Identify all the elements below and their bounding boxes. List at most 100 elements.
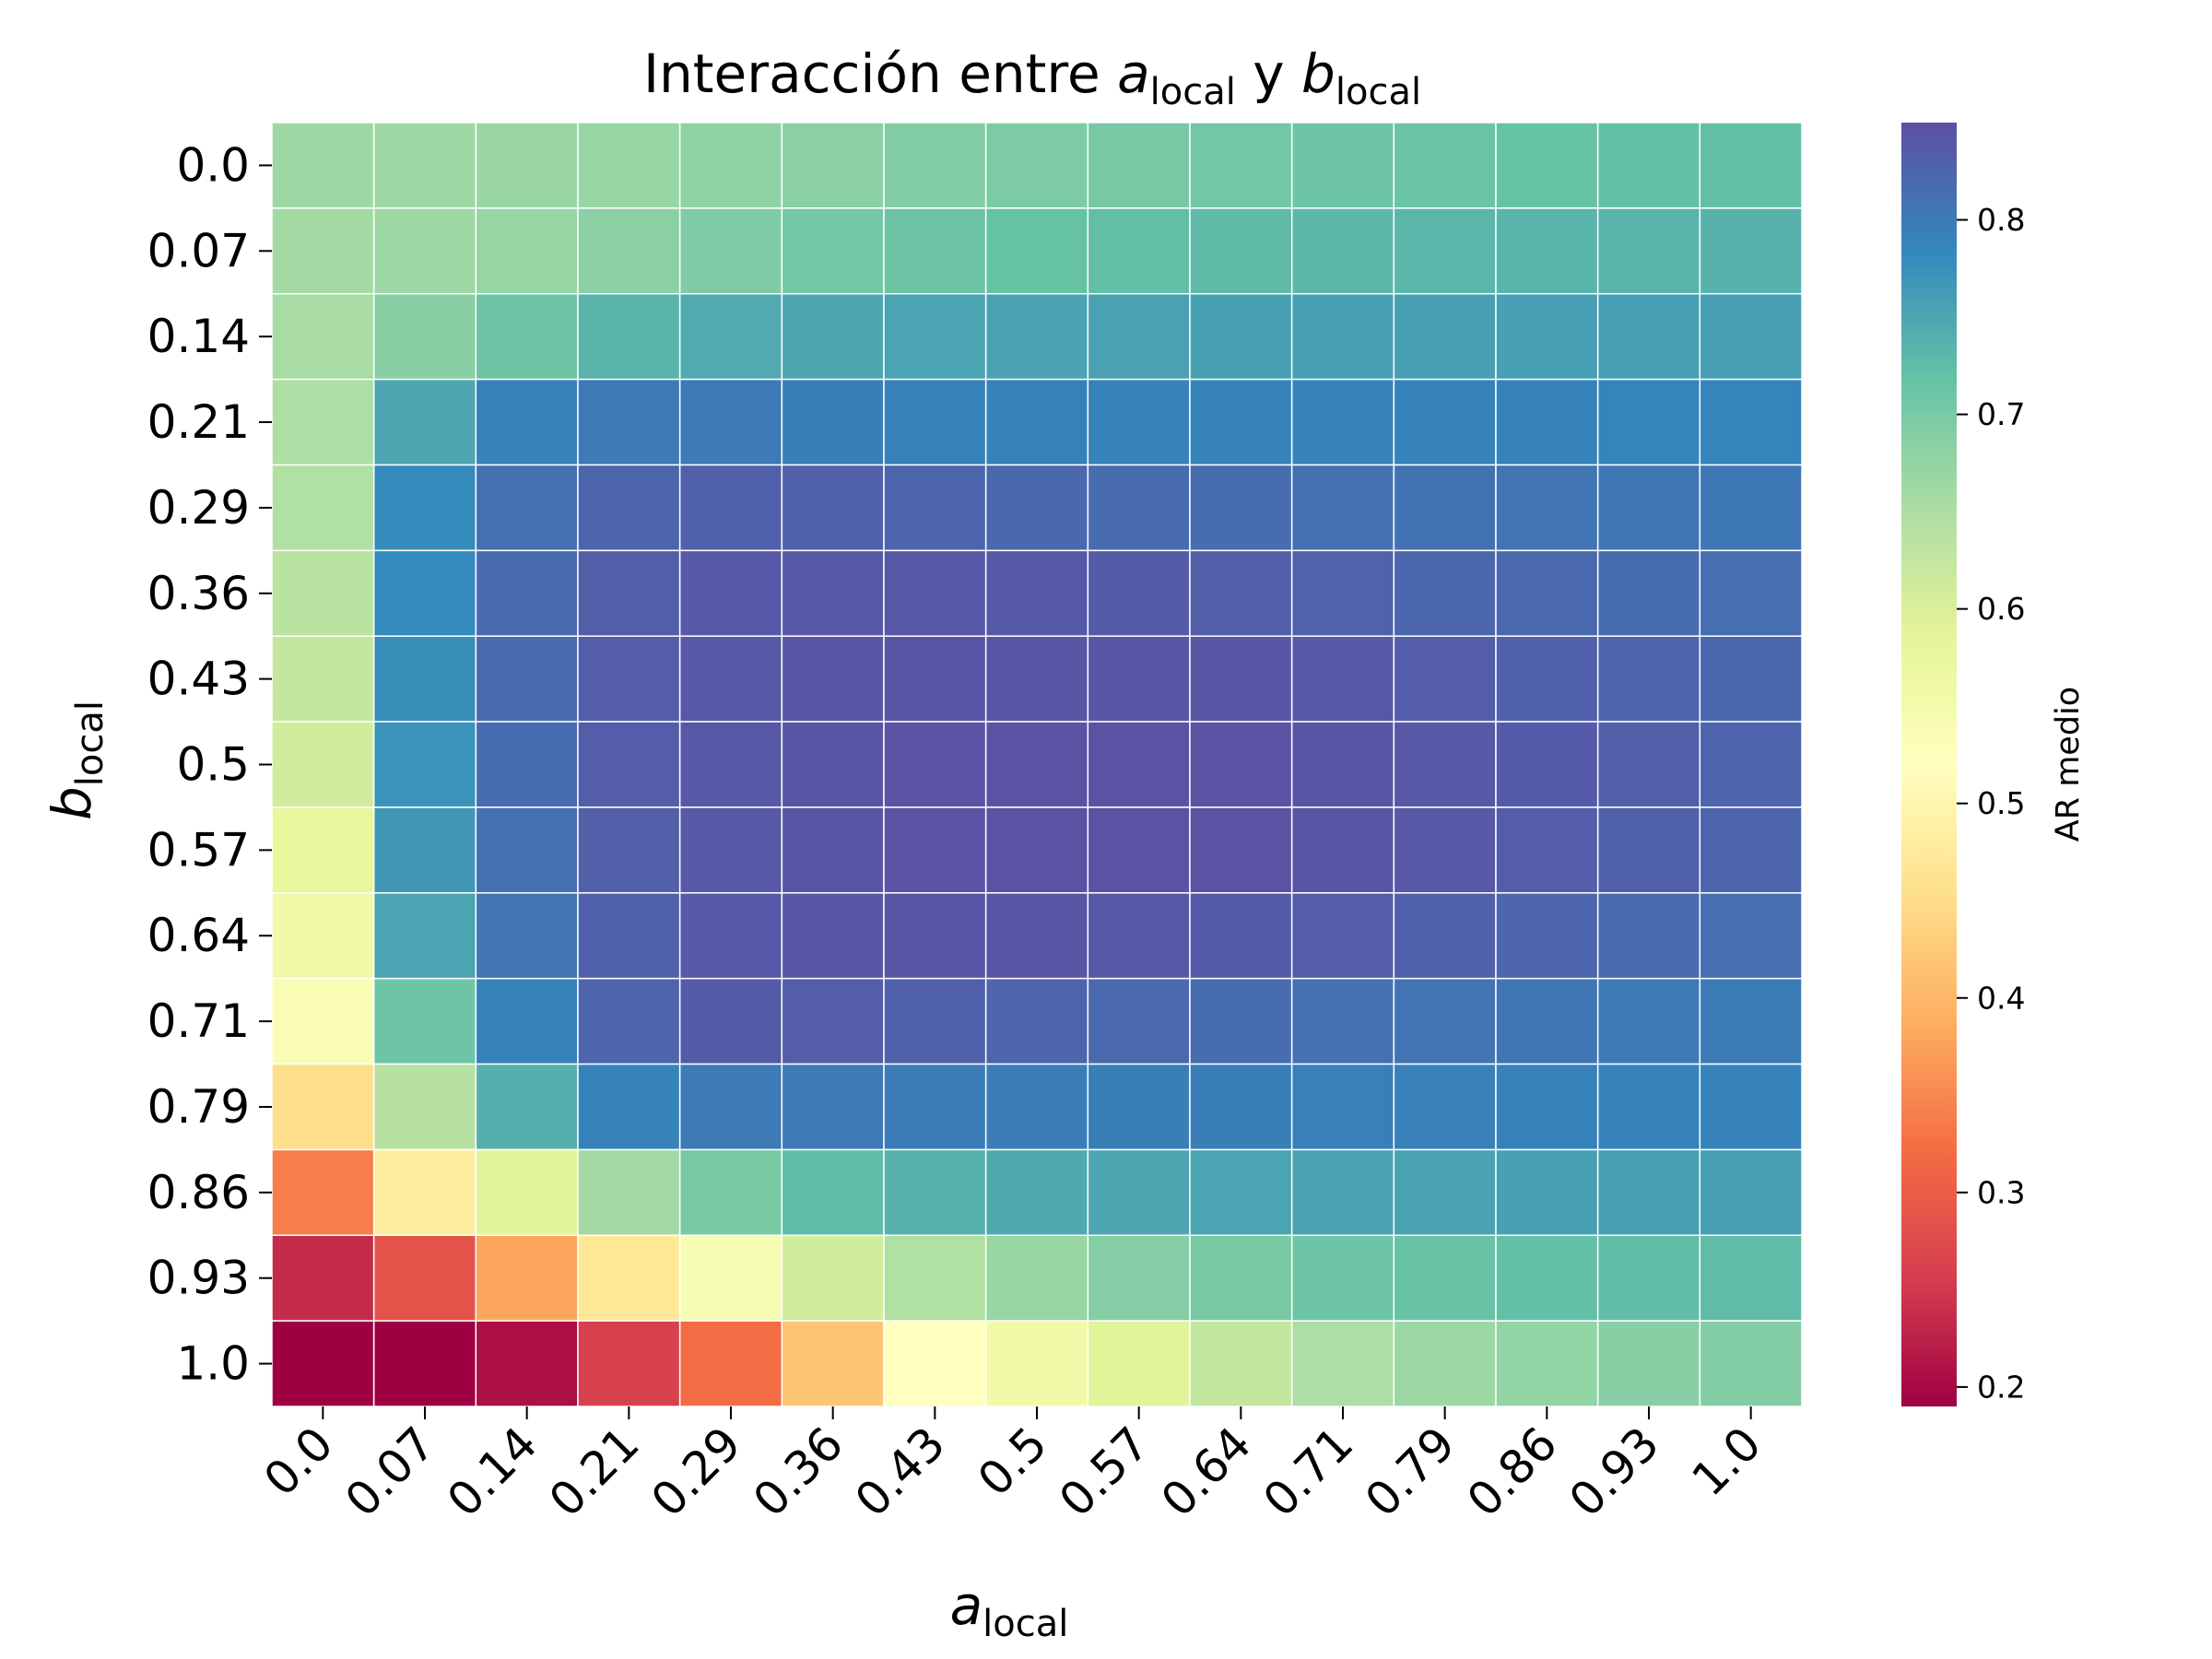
heatmap-cell	[1393, 806, 1497, 894]
heatmap-cell	[1290, 977, 1395, 1065]
colorbar-tick-label: 0.3	[1977, 1174, 2025, 1210]
heatmap-cell	[678, 122, 783, 209]
heatmap-cell	[678, 977, 783, 1065]
heatmap-cell	[678, 464, 783, 552]
heatmap-cell	[678, 635, 783, 723]
heatmap-cell	[1393, 1148, 1497, 1237]
heatmap-cell	[475, 207, 579, 295]
heatmap-cell	[372, 1148, 477, 1237]
heatmap-cell	[1596, 292, 1701, 381]
heatmap-cell	[1495, 292, 1599, 381]
heatmap-cell	[781, 977, 885, 1065]
y-tick-label: 0.57	[147, 823, 250, 877]
x-tick-label: 0.29	[641, 1417, 752, 1527]
y-tick-label: 1.0	[176, 1337, 250, 1391]
heatmap-cell	[678, 1063, 783, 1151]
heatmap-cell	[883, 1063, 987, 1151]
heatmap-cell	[271, 1148, 375, 1237]
heatmap-cell	[781, 1234, 885, 1322]
heatmap-cell	[1596, 892, 1701, 980]
heatmap-cell	[475, 892, 579, 980]
heatmap-cell	[883, 977, 987, 1065]
heatmap-cell	[1087, 892, 1191, 980]
y-tick-label: 0.14	[147, 310, 250, 363]
heatmap-cell	[678, 892, 783, 980]
heatmap-cell	[1290, 464, 1395, 552]
heatmap-cell	[1393, 635, 1497, 723]
heatmap-cell	[1495, 207, 1599, 295]
heatmap-cell	[1189, 1234, 1293, 1322]
colorbar-tick-label: 0.5	[1977, 785, 2025, 821]
heatmap-cell	[678, 378, 783, 466]
heatmap-cell	[883, 549, 987, 637]
heatmap-cell	[1087, 806, 1191, 894]
heatmap-cell	[577, 292, 681, 381]
heatmap-cell	[1189, 378, 1293, 466]
heatmap-cell	[781, 1148, 885, 1237]
heatmap-cell	[1699, 1320, 1803, 1407]
heatmap-cell	[475, 549, 579, 637]
heatmap-cell	[883, 635, 987, 723]
heatmap-cell	[1699, 977, 1803, 1065]
heatmap-cell	[372, 464, 477, 552]
heatmap-cell	[984, 549, 1089, 637]
heatmap-cell	[1495, 977, 1599, 1065]
colorbar-tick-label: 0.8	[1977, 202, 2025, 238]
heatmap-cell	[475, 1320, 579, 1407]
heatmap-cell	[1189, 1063, 1293, 1151]
heatmap-cell	[1393, 549, 1497, 637]
y-tick-label: 0.29	[147, 481, 250, 535]
heatmap-cell	[372, 292, 477, 381]
heatmap-cell	[271, 378, 375, 466]
heatmap-cell	[984, 977, 1089, 1065]
heatmap-cell	[984, 1063, 1089, 1151]
heatmap-cell	[1087, 292, 1191, 381]
heatmap-cell	[883, 292, 987, 381]
heatmap-cell	[372, 806, 477, 894]
heatmap-cell	[1290, 635, 1395, 723]
heatmap-cell	[577, 721, 681, 808]
heatmap-cell	[1495, 1063, 1599, 1151]
heatmap-cell	[1699, 1234, 1803, 1322]
heatmap-cell	[984, 122, 1089, 209]
colorbar-ticks: 0.2 0.3 0.4 0.5 0.6 0.7 0.8	[1957, 202, 2025, 1405]
heatmap-cell	[1087, 721, 1191, 808]
y-tick-label: 0.36	[147, 567, 250, 620]
x-tick-label: 0.93	[1559, 1417, 1670, 1527]
heatmap-cell	[475, 721, 579, 808]
heatmap-cell	[1393, 1320, 1497, 1407]
heatmap-cell	[475, 464, 579, 552]
heatmap-cell	[984, 892, 1089, 980]
heatmap-cell	[1596, 635, 1701, 723]
heatmap-cell	[1495, 721, 1599, 808]
heatmap-cell	[577, 635, 681, 723]
heatmap-cell	[475, 1234, 579, 1322]
heatmap-cell	[1087, 635, 1191, 723]
heatmap-cell	[271, 635, 375, 723]
x-tick-label: 0.0	[253, 1417, 343, 1506]
y-axis-ticks: 0.0 0.07 0.14 0.21 0.29 0.36 0.43 0.5 0.57 0.64 0.…	[147, 138, 272, 1391]
heatmap-cell	[475, 1063, 579, 1151]
colorbar-tick-label: 0.7	[1977, 396, 2025, 432]
heatmap-cell	[271, 292, 375, 381]
heatmap-cell	[781, 635, 885, 723]
heatmap-cell	[372, 892, 477, 980]
heatmap-cell	[678, 806, 783, 894]
heatmap-cell	[1087, 1234, 1191, 1322]
heatmap-cell	[781, 122, 885, 209]
heatmap-cell	[1290, 1063, 1395, 1151]
heatmap-cell	[883, 1320, 987, 1407]
heatmap-cell	[1699, 1063, 1803, 1151]
heatmap-cell	[372, 635, 477, 723]
heatmap-cell	[1393, 1063, 1497, 1151]
heatmap-cell	[1699, 721, 1803, 808]
heatmap-cell	[1596, 207, 1701, 295]
heatmap-cell	[781, 464, 885, 552]
heatmap-cell	[372, 549, 477, 637]
heatmap-cell	[781, 1320, 885, 1407]
heatmap-cell	[1495, 464, 1599, 552]
heatmap-cell	[883, 721, 987, 808]
heatmap-cell	[372, 122, 477, 209]
heatmap-cell	[1189, 892, 1293, 980]
